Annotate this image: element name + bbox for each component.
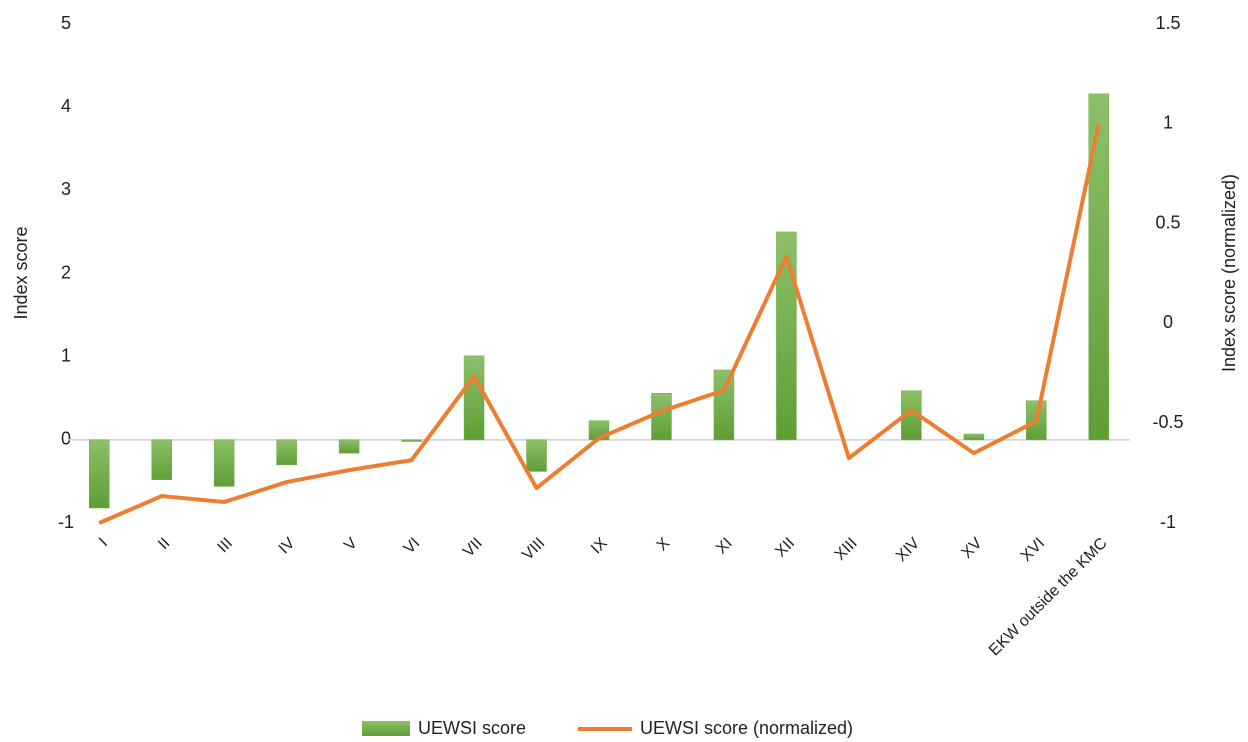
x-tick-label: IV: [276, 535, 299, 558]
x-tick-label: XVI: [1018, 535, 1048, 565]
bar: [88, 439, 110, 509]
bar: [401, 439, 422, 442]
x-tick-label: XIV: [893, 535, 923, 565]
y2-tick-label: -1: [1160, 512, 1176, 532]
bar: [213, 439, 235, 487]
x-tick-label: EKW outside the KMC: [986, 535, 1111, 660]
x-tick-label: XI: [713, 535, 736, 558]
y-tick-label: 4: [61, 96, 71, 116]
y-tick-label: 1: [61, 345, 71, 365]
bar: [651, 393, 672, 441]
legend-label: UEWSI score (normalized): [640, 718, 853, 738]
bar: [276, 439, 297, 466]
y2-tick-label: 1.5: [1155, 13, 1180, 33]
legend-swatch: [362, 721, 410, 736]
x-tick-label: VII: [460, 535, 486, 561]
y-axis-title: Index score: [11, 226, 31, 319]
bar: [151, 439, 172, 481]
x-tick-label: XII: [772, 535, 798, 561]
bar: [1088, 93, 1110, 441]
x-tick-label: II: [155, 535, 173, 553]
x-tick-label: XV: [959, 535, 986, 562]
line: [98, 123, 1101, 525]
bar: [463, 355, 485, 441]
x-tick-label: V: [341, 535, 361, 555]
y-tick-label: 3: [61, 179, 71, 199]
x-tick-label: XIII: [832, 535, 861, 564]
x-tick-label: VI: [401, 535, 424, 558]
x-tick-label: III: [215, 535, 236, 556]
x-tick-label: X: [654, 535, 674, 555]
y2-tick-label: 0: [1163, 312, 1173, 332]
bar: [526, 439, 547, 472]
x-tick-label: I: [96, 535, 111, 550]
y-tick-label: 2: [61, 262, 71, 282]
bar: [338, 439, 360, 454]
bar: [776, 231, 797, 441]
y-tick-label: -1: [58, 512, 74, 532]
y2-tick-label: -0.5: [1152, 412, 1183, 432]
x-tick-label: IX: [588, 535, 611, 558]
x-tick-label: VIII: [519, 535, 548, 564]
bar: [713, 369, 735, 441]
bar: [963, 433, 985, 441]
y2-tick-label: 1: [1163, 113, 1173, 133]
y-tick-label: 5: [61, 13, 71, 33]
y-tick-label: 0: [61, 429, 71, 449]
y2-tick-label: 0.5: [1155, 212, 1180, 232]
y2-axis-title: Index score (normalized): [1219, 174, 1239, 372]
legend-label: UEWSI score: [418, 718, 526, 738]
